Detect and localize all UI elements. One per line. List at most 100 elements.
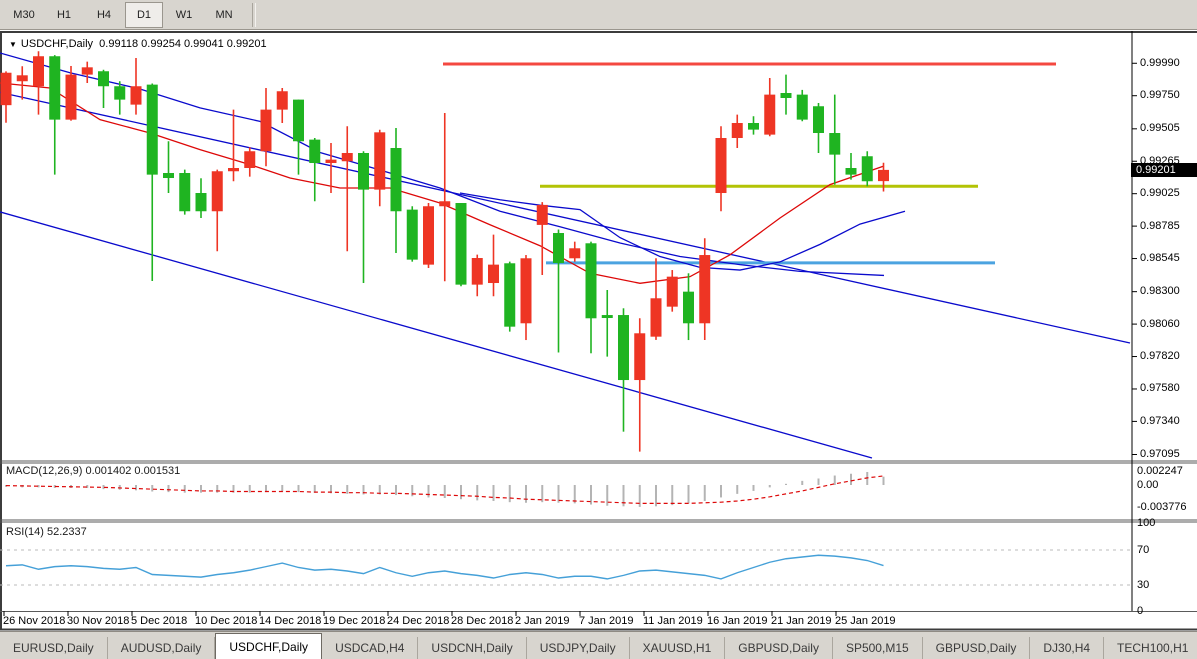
chart-tab-gbpusd-daily[interactable]: GBPUSD,Daily bbox=[725, 637, 833, 659]
candle-body[interactable] bbox=[130, 86, 142, 105]
candle-body[interactable] bbox=[536, 204, 548, 225]
candle-body[interactable] bbox=[293, 99, 304, 142]
date-axis-label: 2 Jan 2019 bbox=[515, 615, 570, 627]
candle-body[interactable] bbox=[731, 123, 743, 139]
candle-body[interactable] bbox=[764, 94, 776, 135]
candle-body[interactable] bbox=[813, 106, 824, 134]
candle-body[interactable] bbox=[390, 148, 402, 212]
timeframe-button-w1[interactable]: W1 bbox=[175, 8, 193, 21]
candle-body[interactable] bbox=[16, 75, 28, 82]
candle-body[interactable] bbox=[634, 333, 646, 381]
candle-body[interactable] bbox=[471, 258, 483, 285]
timeframe-button-mn[interactable]: MN bbox=[215, 8, 233, 21]
candle-body[interactable] bbox=[179, 173, 191, 212]
price-axis-label: 0.99990 bbox=[1140, 56, 1180, 69]
chart-tab-tech100-h1[interactable]: TECH100,H1 bbox=[1104, 637, 1197, 659]
chart-tab-audusd-daily[interactable]: AUDUSD,Daily bbox=[108, 637, 216, 659]
price-axis-label: 0.98060 bbox=[1140, 317, 1180, 330]
candle-body[interactable] bbox=[683, 291, 694, 324]
chart-tab-xauusd-h1[interactable]: XAUUSD,H1 bbox=[630, 637, 726, 659]
chart-window[interactable]: ▼ USDCHF,Daily 0.99118 0.99254 0.99041 0.… bbox=[0, 31, 1197, 630]
price-axis-label: 0.99750 bbox=[1140, 89, 1180, 102]
candle-body[interactable] bbox=[780, 93, 792, 99]
candle-body[interactable] bbox=[878, 169, 889, 182]
candle-body[interactable] bbox=[374, 132, 386, 190]
date-axis-label: 7 Jan 2019 bbox=[579, 615, 634, 627]
candle-body[interactable] bbox=[618, 315, 629, 381]
candle-body[interactable] bbox=[309, 139, 321, 164]
candle-body[interactable] bbox=[81, 67, 93, 75]
candle-body[interactable] bbox=[796, 94, 808, 120]
chart-tab-usdjpy-daily[interactable]: USDJPY,Daily bbox=[527, 637, 630, 659]
candle-body[interactable] bbox=[211, 171, 223, 212]
candle-body[interactable] bbox=[65, 74, 77, 120]
price-axis-label: 0.99025 bbox=[1140, 187, 1180, 200]
candle-body[interactable] bbox=[114, 86, 126, 100]
chart-tab-usdcad-h4[interactable]: USDCAD,H4 bbox=[322, 637, 419, 659]
candle-body[interactable] bbox=[601, 315, 613, 319]
chart-tab-dj30-h4[interactable]: DJ30,H4 bbox=[1030, 637, 1105, 659]
candle-body[interactable] bbox=[504, 263, 516, 327]
candle-body[interactable] bbox=[699, 255, 711, 324]
date-axis-label: 21 Jan 2019 bbox=[771, 615, 832, 627]
chart-tab-sp500-m15[interactable]: SP500,M15 bbox=[833, 637, 923, 659]
candle-body[interactable] bbox=[244, 151, 256, 169]
ohlc-values: 0.99118 0.99254 0.99041 0.99201 bbox=[99, 38, 267, 50]
trendline-upper-channel bbox=[0, 91, 1131, 344]
candle-body[interactable] bbox=[845, 168, 857, 175]
price-axis-label: 0.97095 bbox=[1140, 448, 1180, 460]
candle-body[interactable] bbox=[146, 84, 158, 175]
timeframe-button-d1[interactable]: D1 bbox=[125, 1, 163, 28]
chevron-down-icon[interactable]: ▼ bbox=[9, 40, 17, 49]
macd-label: MACD(12,26,9) 0.001402 0.001531 bbox=[6, 465, 181, 477]
candle-body[interactable] bbox=[98, 71, 109, 87]
date-axis-label: 5 Dec 2018 bbox=[131, 615, 188, 627]
candle-body[interactable] bbox=[276, 91, 288, 110]
candle-body[interactable] bbox=[423, 206, 434, 265]
candle-body[interactable] bbox=[341, 153, 353, 162]
timeframe-button-h1[interactable]: H1 bbox=[56, 8, 72, 21]
candle-body[interactable] bbox=[715, 138, 727, 194]
candle-body[interactable] bbox=[585, 243, 597, 319]
candle-body[interactable] bbox=[195, 193, 207, 212]
candle-body[interactable] bbox=[439, 201, 451, 207]
candle-body[interactable] bbox=[260, 109, 272, 152]
candle-body[interactable] bbox=[520, 258, 532, 324]
candle-body[interactable] bbox=[163, 173, 174, 179]
ma-red-line bbox=[0, 82, 885, 284]
symbol-ohlc-row: ▼ USDCHF,Daily 0.99118 0.99254 0.99041 0.… bbox=[9, 38, 267, 50]
timeframe-button-m30[interactable]: M30 bbox=[13, 8, 35, 21]
candle-body[interactable] bbox=[228, 168, 239, 172]
rsi-line bbox=[5, 554, 884, 580]
candle-body[interactable] bbox=[553, 233, 564, 264]
trendline-lower-channel bbox=[0, 211, 873, 459]
candle-body[interactable] bbox=[569, 248, 581, 259]
chart-tab-gbpusd-daily[interactable]: GBPUSD,Daily bbox=[923, 637, 1031, 659]
candle-body[interactable] bbox=[49, 56, 61, 120]
candle-body[interactable] bbox=[861, 156, 873, 182]
chart-tab-eurusd-daily[interactable]: EURUSD,Daily bbox=[0, 637, 108, 659]
rsi-axis-label: 70 bbox=[1137, 543, 1150, 556]
candle-body[interactable] bbox=[455, 203, 467, 285]
candle-body[interactable] bbox=[325, 159, 337, 164]
price-axis-label: 0.99505 bbox=[1140, 122, 1180, 135]
candle-body[interactable] bbox=[650, 298, 662, 337]
timeframe-button-h4[interactable]: H4 bbox=[96, 8, 112, 21]
candle-body[interactable] bbox=[358, 153, 369, 190]
date-axis-label: 25 Jan 2019 bbox=[835, 615, 896, 627]
candle-body[interactable] bbox=[406, 209, 418, 260]
date-axis-label: 11 Jan 2019 bbox=[643, 615, 703, 627]
candle-body[interactable] bbox=[666, 276, 678, 307]
chart-tab-usdchf-daily[interactable]: USDCHF,Daily bbox=[215, 633, 323, 659]
candle-body[interactable] bbox=[748, 123, 759, 130]
chart-tab-usdcnh-daily[interactable]: USDCNH,Daily bbox=[418, 637, 527, 659]
candle-body[interactable] bbox=[0, 72, 12, 106]
macd-axis-label: 0.002247 bbox=[1137, 465, 1183, 478]
price-axis-label: 0.98785 bbox=[1140, 219, 1180, 232]
candle-body[interactable] bbox=[488, 264, 499, 284]
candle-body[interactable] bbox=[33, 56, 44, 87]
candle-body[interactable] bbox=[829, 133, 841, 155]
ma-blue-slower-line bbox=[459, 192, 906, 271]
